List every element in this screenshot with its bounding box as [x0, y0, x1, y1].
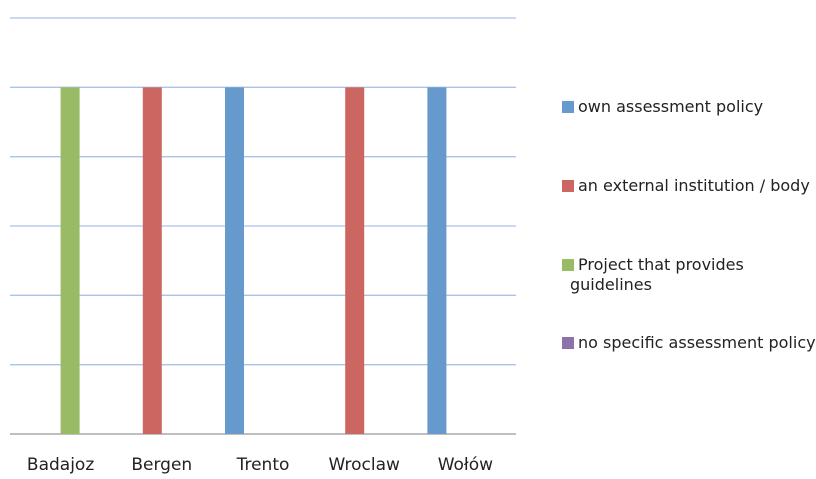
legend-line: no specific assessment policy	[578, 333, 816, 352]
bar	[60, 87, 80, 434]
legend-swatch	[562, 180, 574, 192]
legend-line: an external institution / body	[578, 176, 810, 195]
legend-swatch	[562, 259, 574, 271]
x-tick-label: Bergen	[131, 455, 192, 475]
legend-label: Project that provides guidelines	[570, 255, 744, 294]
x-tick-label: Wroclaw	[328, 455, 400, 475]
x-tick-label: Wołów	[438, 455, 493, 475]
bar	[345, 87, 365, 434]
x-tick-label: Badajoz	[27, 455, 94, 475]
legend-label: own assessment policy	[578, 97, 763, 116]
bar	[427, 87, 447, 434]
legend-line: Project that provides	[578, 255, 744, 274]
legend-line: guidelines	[570, 275, 652, 294]
legend-swatch	[562, 101, 574, 113]
legend-label: no specific assessment policy	[578, 333, 816, 352]
x-tick-label: Trento	[236, 455, 290, 475]
legend-line: own assessment policy	[578, 97, 763, 116]
bar	[142, 87, 162, 434]
legend-swatch	[562, 337, 574, 349]
legend-label: an external institution / body	[578, 176, 810, 195]
bar	[225, 87, 244, 434]
